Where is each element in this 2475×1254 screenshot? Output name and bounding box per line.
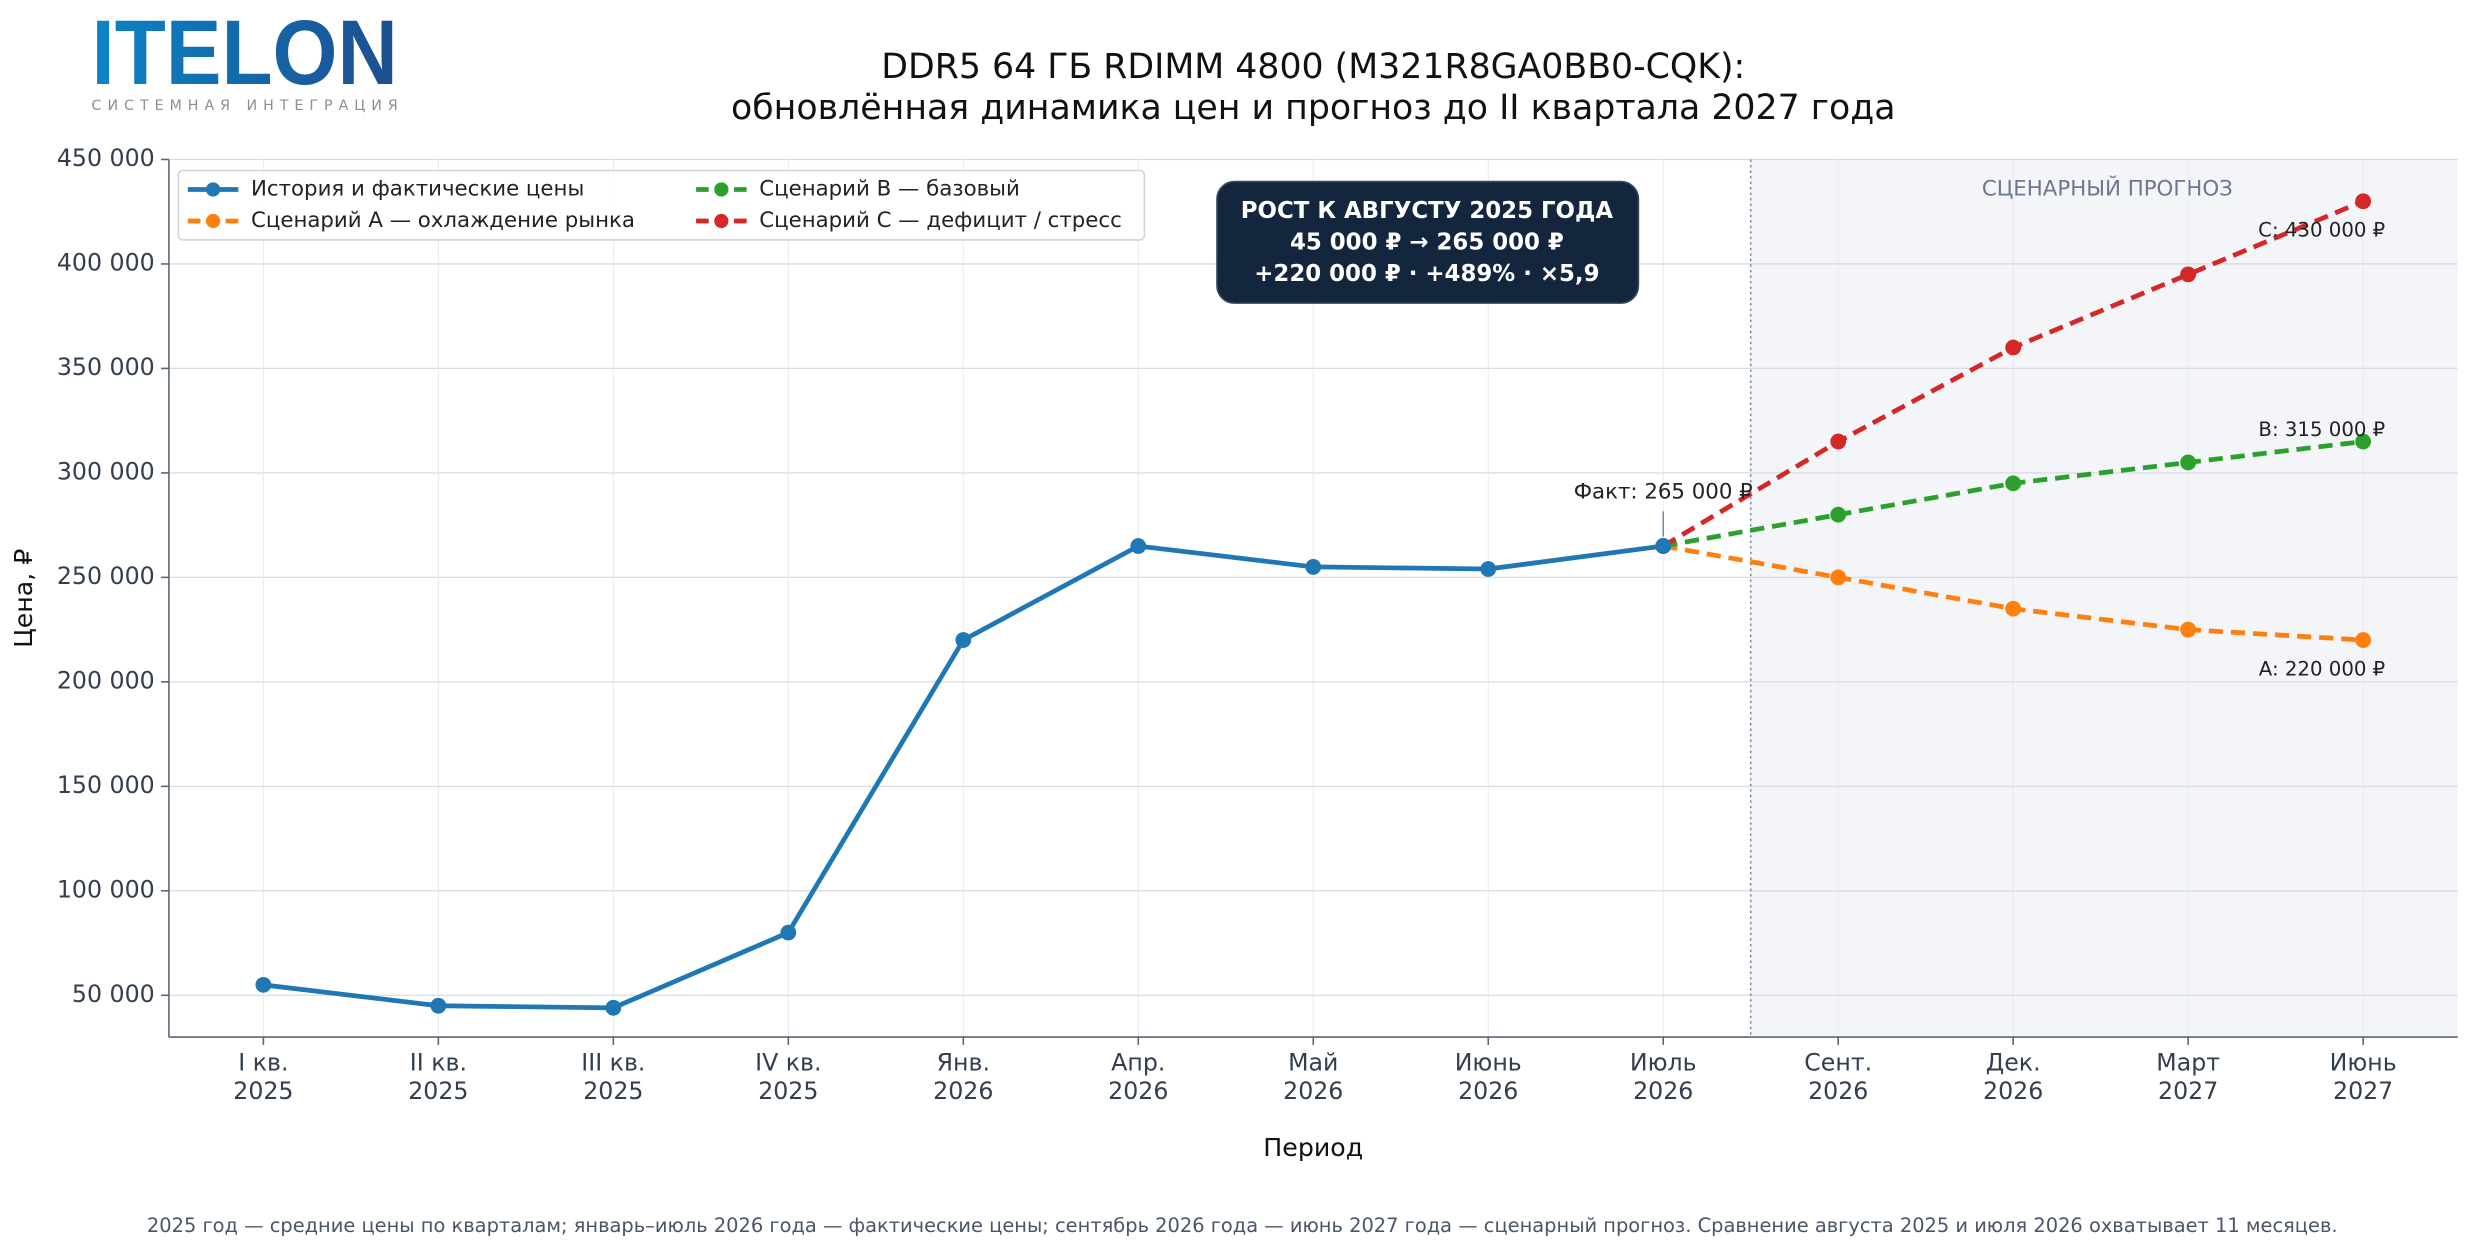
- data-point: [1830, 433, 1847, 450]
- data-point: [430, 997, 447, 1014]
- data-point: [1480, 561, 1497, 577]
- legend-marker: [714, 182, 729, 197]
- x-tick-label: Май: [1288, 1048, 1338, 1076]
- x-tick-label: 2026: [933, 1077, 993, 1105]
- x-axis-label: Период: [1263, 1133, 1363, 1162]
- x-tick-label: Июнь: [2330, 1048, 2397, 1076]
- x-tick-label: II кв.: [410, 1048, 467, 1076]
- value-label: B: 315 000 ₽: [2258, 418, 2385, 441]
- y-tick-label: 350 000: [57, 353, 155, 381]
- data-point: [2005, 475, 2022, 492]
- data-point: [605, 999, 622, 1016]
- data-point: [1830, 569, 1847, 586]
- x-tick-label: Июль: [1630, 1048, 1697, 1076]
- y-tick-label: 300 000: [57, 457, 155, 485]
- y-tick-label: 50 000: [72, 980, 155, 1008]
- data-point: [2005, 600, 2022, 617]
- x-tick-label: 2025: [408, 1077, 468, 1105]
- forecast-region: [1750, 159, 2458, 1038]
- y-tick-label: 150 000: [57, 771, 155, 799]
- legend-box: [177, 169, 1146, 241]
- data-point: [1130, 538, 1147, 554]
- callout-text: +220 000 ₽ · +489% · ×5,9: [1254, 261, 1599, 287]
- footnote: 2025 год — средние цены по кварталам; ян…: [147, 1214, 2338, 1237]
- x-tick-label: 2025: [758, 1077, 818, 1105]
- data-point: [1830, 506, 1847, 523]
- chart-title: DDR5 64 ГБ RDIMM 4800 (M321R8GA0BB0-CQK)…: [881, 47, 1745, 87]
- legend-label: История и фактические цены: [251, 176, 584, 201]
- data-point: [2355, 193, 2372, 210]
- x-tick-label: Сент.: [1804, 1048, 1872, 1076]
- x-tick-label: Март: [2156, 1048, 2220, 1076]
- data-point: [2005, 339, 2022, 356]
- data-point: [1305, 559, 1322, 575]
- legend: История и фактические цены Сценарий A — о…: [177, 169, 1146, 241]
- data-point: [1655, 538, 1672, 554]
- y-tick-label: 250 000: [57, 562, 155, 590]
- data-point: [955, 632, 972, 648]
- x-tick-label: Янв.: [937, 1048, 990, 1076]
- x-tick-label: 2027: [2158, 1077, 2218, 1105]
- value-label: C: 430 000 ₽: [2258, 219, 2385, 242]
- logo: ITELON: [92, 2, 398, 104]
- x-tick-label: Дек.: [1986, 1048, 2041, 1076]
- x-tick-label: 2026: [1458, 1077, 1518, 1105]
- y-tick-label: 200 000: [57, 666, 155, 694]
- y-tick-label: 450 000: [57, 144, 155, 172]
- legend-marker: [205, 213, 221, 229]
- legend-label: Сценарий B — базовый: [759, 176, 1020, 201]
- y-axis-label: Цена, ₽: [9, 549, 38, 648]
- data-point: [2355, 632, 2372, 648]
- x-tick-label: 2026: [1283, 1077, 1343, 1105]
- data-point: [2355, 433, 2372, 450]
- legend-label: Сценарий C — дефицит / стресс: [759, 208, 1122, 233]
- x-tick-label: 2026: [1633, 1077, 1693, 1105]
- forecast-label: СЦЕНАРНЫЙ ПРОГНОЗ: [1982, 175, 2233, 201]
- chart-title: обновлённая динамика цен и прогноз до II…: [731, 88, 1895, 128]
- x-tick-label: 2026: [1108, 1077, 1168, 1105]
- data-point: [2180, 266, 2197, 283]
- x-tick-label: III кв.: [581, 1048, 645, 1076]
- callout-text: 45 000 ₽ → 265 000 ₽: [1290, 230, 1564, 256]
- callout-box: [1216, 180, 1640, 304]
- x-tick-label: Апр.: [1111, 1048, 1165, 1076]
- data-point: [780, 924, 797, 941]
- x-tick-label: 2026: [1808, 1077, 1868, 1105]
- y-tick-label: 100 000: [57, 875, 155, 903]
- data-point: [255, 976, 272, 993]
- callout-text: РОСТ К АВГУСТУ 2025 ГОДА: [1241, 198, 1614, 224]
- data-point: [2180, 621, 2197, 638]
- legend-marker: [205, 182, 221, 197]
- x-tick-label: Июнь: [1455, 1048, 1522, 1076]
- value-label: Факт: 265 000 ₽: [1574, 479, 1753, 504]
- legend-marker: [714, 213, 729, 229]
- value-label: A: 220 000 ₽: [2259, 658, 2385, 681]
- x-tick-label: 2025: [583, 1077, 643, 1105]
- x-tick-label: 2026: [1983, 1077, 2043, 1105]
- x-tick-label: 2025: [233, 1077, 293, 1105]
- x-tick-label: IV кв.: [755, 1048, 821, 1076]
- x-tick-label: I кв.: [238, 1048, 288, 1076]
- legend-label: Сценарий A — охлаждение рынка: [251, 208, 635, 233]
- y-tick-label: 400 000: [57, 248, 155, 276]
- x-tick-label: 2027: [2333, 1077, 2393, 1105]
- data-point: [2180, 454, 2197, 471]
